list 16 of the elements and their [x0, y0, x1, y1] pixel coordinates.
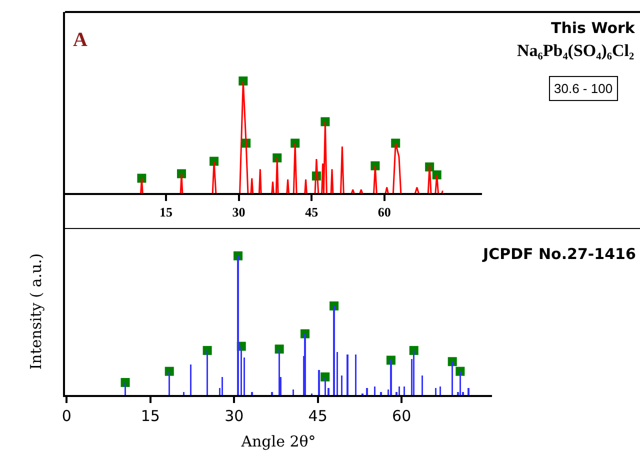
x-tick-label: 15 — [140, 407, 160, 425]
x-tick-label: 15 — [159, 204, 173, 220]
text: A — [73, 29, 88, 51]
x-tick-label: 45 — [305, 204, 319, 220]
text: 30.6 - 100 — [554, 81, 613, 96]
x-axis-title: Angle 2θ° — [240, 432, 316, 450]
y-axis-title: Intensity ( a.u.) — [26, 253, 45, 370]
text: Na₆Pb₄(SO₄)₆Cl₂ — [517, 41, 634, 60]
x-tick-label: 30 — [224, 407, 244, 425]
x-tick-label: 0 — [62, 407, 72, 425]
x-tick-label: 60 — [392, 407, 412, 425]
x-tick-label: 45 — [308, 407, 328, 425]
x-tick-label: 60 — [378, 204, 391, 220]
x-tick-label: 30 — [232, 204, 246, 220]
text: This Work — [551, 19, 636, 37]
annotation: JCPDF No.27-1416 — [482, 245, 636, 263]
